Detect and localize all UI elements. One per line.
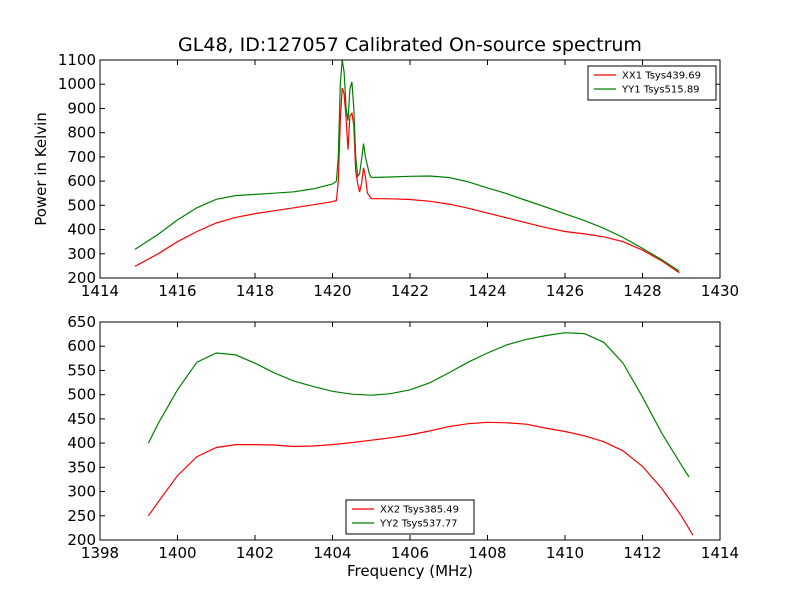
legend-label: YY2 Tsys537.77 xyxy=(379,519,458,530)
y-tick-label: 300 xyxy=(67,245,96,263)
subplot-2: 1398 1400 1402 1404 1406 1408 1410 1412 1414 200 2… xyxy=(67,313,739,580)
y-tick-label: 650 xyxy=(67,313,96,331)
legend: XX1 Tsys439.69 YY1 Tsys515.89 xyxy=(587,65,717,101)
y-tick-label: 200 xyxy=(67,269,96,287)
y-tick-label: 600 xyxy=(67,337,96,355)
y-tick-label: 600 xyxy=(67,172,96,190)
y-tick-label: 500 xyxy=(67,386,96,404)
x-tick-label: 1430 xyxy=(701,282,739,300)
y-tick-label: 800 xyxy=(67,124,96,142)
x-tick-label: 1426 xyxy=(546,282,584,300)
x-tick-label: 1402 xyxy=(236,544,274,562)
y-tick-label: 550 xyxy=(67,361,96,379)
x-tick-label: 1424 xyxy=(468,282,506,300)
x-tick-label: 1404 xyxy=(313,544,351,562)
x-tick-label: 1422 xyxy=(391,282,429,300)
y-tick-label: 500 xyxy=(67,196,96,214)
x-tick-label: 1420 xyxy=(313,282,351,300)
y-tick-label: 700 xyxy=(67,148,96,166)
y-tick-label: 300 xyxy=(67,483,96,501)
x-tick-label: 1416 xyxy=(158,282,196,300)
y-tick-label: 1100 xyxy=(58,51,96,69)
series-line-2 xyxy=(134,60,680,272)
y-axis-label: Power in Kelvin xyxy=(32,112,50,226)
y-tick-label: 250 xyxy=(67,507,96,525)
legend-label: XX1 Tsys439.69 xyxy=(622,71,701,82)
x-tick-label: 1408 xyxy=(468,544,506,562)
x-tick-label: 1400 xyxy=(158,544,196,562)
y-tick-label: 900 xyxy=(67,99,96,117)
y-tick-label: 200 xyxy=(67,531,96,549)
legend-label: YY1 Tsys515.89 xyxy=(621,85,700,96)
x-tick-label: 1414 xyxy=(81,282,119,300)
y-tick-label: 450 xyxy=(67,410,96,428)
legend-box xyxy=(345,499,475,535)
y-tick-label: 350 xyxy=(67,458,96,476)
series-line-1 xyxy=(147,421,694,536)
y-tick-label: 1000 xyxy=(58,75,96,93)
x-tick-label: 1406 xyxy=(391,544,429,562)
series-line-1 xyxy=(134,87,680,274)
legend: XX2 Tsys385.49 YY2 Tsys537.77 xyxy=(345,499,475,535)
x-tick-label: 1414 xyxy=(701,544,739,562)
x-tick-label: 1410 xyxy=(546,544,584,562)
subplot-1: 1414 1416 1418 1420 1422 1424 1426 1428 1430 200 3… xyxy=(32,51,739,300)
chart-title: GL48, ID:127057 Calibrated On-source spe… xyxy=(178,34,642,56)
x-tick-label: 1428 xyxy=(623,282,661,300)
y-tick-label: 400 xyxy=(67,434,96,452)
x-axis-label: Frequency (MHz) xyxy=(347,562,473,580)
y-tick-label: 400 xyxy=(67,221,96,239)
legend-label: XX2 Tsys385.49 xyxy=(380,505,459,516)
x-tick-label: 1398 xyxy=(81,544,119,562)
series-line-2 xyxy=(147,332,690,478)
x-tick-label: 1412 xyxy=(623,544,661,562)
legend-box xyxy=(587,65,717,101)
x-tick-label: 1418 xyxy=(236,282,274,300)
